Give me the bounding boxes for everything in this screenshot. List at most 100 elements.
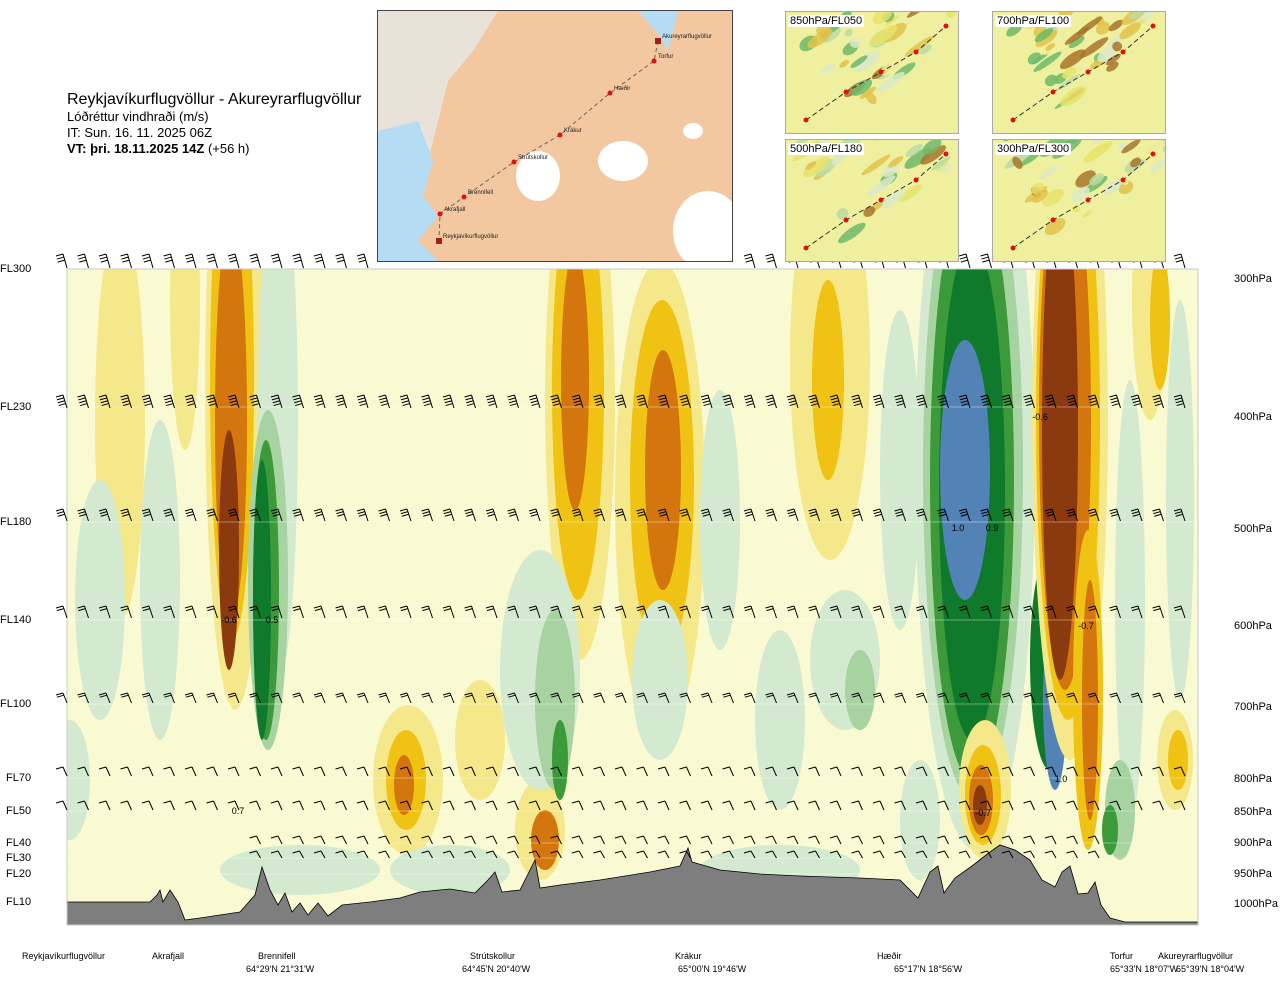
- wind-barb: [571, 850, 584, 859]
- wind-barb: [679, 800, 691, 811]
- inset-waypoint: [943, 151, 949, 157]
- wind-barb: [206, 692, 218, 704]
- wind-barb: [292, 692, 304, 704]
- wind-barb: [528, 850, 541, 859]
- wind-barb: [894, 800, 906, 811]
- wind-barb: [1066, 835, 1078, 845]
- wind-barb: [1130, 692, 1143, 704]
- wind-barb: [249, 508, 261, 522]
- inset-field-patch: [1035, 30, 1058, 47]
- wind-barb: [980, 394, 992, 409]
- inset-field-patch: [1139, 140, 1165, 160]
- wind-barb: [894, 692, 906, 704]
- wind-barb: [227, 800, 240, 811]
- wind-barb: [313, 508, 326, 522]
- wind-barb: [227, 253, 240, 269]
- wind-barb: [937, 800, 949, 811]
- wind-barb: [722, 835, 734, 845]
- inset-field-patch: [1027, 52, 1042, 65]
- wind-barb: [335, 508, 347, 522]
- chart-title-block: Reykjavíkurflugvöllur - Akureyrarflugvöl…: [67, 90, 361, 157]
- wind-barb: [1130, 394, 1143, 409]
- glacier: [683, 123, 703, 139]
- wind-barb: [980, 508, 992, 522]
- wind-barb: [829, 394, 842, 409]
- wind-barb: [184, 394, 197, 409]
- wind-barb: [1087, 850, 1100, 859]
- wind-barb: [679, 605, 691, 619]
- contour-region: [394, 755, 414, 815]
- wind-barb: [184, 253, 197, 269]
- wind-barb: [98, 692, 111, 704]
- inset-field-patch: [865, 91, 877, 105]
- wind-barb: [507, 800, 519, 811]
- wind-barb: [249, 835, 261, 845]
- wind-barb: [1066, 508, 1078, 522]
- contour-region: [390, 845, 510, 895]
- wind-barb: [206, 766, 218, 777]
- inset-waypoint: [1085, 69, 1091, 75]
- wind-barb: [550, 835, 562, 845]
- contour-region: [30, 0, 90, 95]
- inset-field-patch: [946, 12, 957, 19]
- wind-barb: [550, 508, 562, 522]
- wind-barb: [120, 800, 132, 811]
- wind-barb: [120, 508, 132, 522]
- wind-barb: [915, 835, 928, 845]
- inset-map-700[interactable]: 700hPa/FL100: [992, 11, 1166, 134]
- wind-barb: [743, 508, 756, 522]
- pressure-level-label: 600hPa: [1234, 620, 1272, 632]
- pressure-level-label: 300hPa: [1234, 273, 1272, 285]
- wind-barb: [356, 508, 369, 522]
- inset-map-300[interactable]: 300hPa/FL300: [992, 139, 1166, 262]
- wind-barb: [442, 835, 455, 845]
- wind-barb: [227, 692, 240, 704]
- inset-map-850[interactable]: 850hPa/FL050: [785, 11, 959, 134]
- wind-barb: [313, 253, 326, 269]
- contour-region: [973, 785, 987, 825]
- wind-barb: [249, 692, 261, 704]
- wind-barb: [55, 508, 68, 522]
- wind-barb: [851, 835, 863, 845]
- wind-barb: [1109, 394, 1121, 409]
- wind-barb: [442, 692, 455, 704]
- wind-barb: [636, 766, 648, 777]
- wind-barb: [679, 835, 691, 845]
- valid-time: VT: þri. 18.11.2025 14Z (+56 h): [67, 141, 250, 156]
- glacier: [673, 191, 732, 261]
- inset-waypoint: [878, 197, 884, 203]
- wind-barb: [636, 692, 648, 704]
- wind-barb: [894, 508, 906, 522]
- inset-waypoint: [843, 217, 849, 223]
- wind-barb: [980, 766, 992, 777]
- wind-barb: [464, 850, 476, 859]
- lead-time: (+56 h): [207, 141, 250, 156]
- wind-barb: [270, 800, 283, 811]
- inset-field-patch: [1072, 204, 1081, 213]
- location-coordinate: 65°39'N 18°04'W: [1176, 964, 1245, 974]
- contour-region: [1150, 269, 1170, 390]
- wind-barb: [636, 394, 648, 409]
- wind-barb: [206, 800, 218, 811]
- wind-barb: [378, 800, 390, 811]
- inset-field-patch: [881, 192, 906, 210]
- wind-barb: [98, 508, 111, 522]
- wind-barb: [571, 605, 584, 619]
- wind-barb: [851, 800, 863, 811]
- wind-barb: [700, 605, 713, 619]
- wind-barb: [722, 800, 734, 811]
- wind-barb: [614, 850, 627, 859]
- pressure-level-label: 950hPa: [1234, 868, 1272, 880]
- inset-field-patch: [1075, 170, 1096, 188]
- inset-field-patch: [1106, 61, 1119, 72]
- location-coordinate: 65°17'N 18°56'W: [894, 964, 963, 974]
- inset-map-500[interactable]: 500hPa/FL180: [785, 139, 959, 262]
- wind-barb: [1109, 692, 1121, 704]
- wind-barb: [915, 850, 928, 859]
- wind-barb: [485, 800, 498, 811]
- contour-value-label: -0.7: [975, 808, 991, 818]
- wind-barb: [163, 692, 175, 704]
- wind-barb: [1109, 605, 1121, 619]
- wind-barb: [550, 692, 562, 704]
- route-map: Akureyrarflugvöllur Torfur Hæðir Krákur Strú…: [377, 10, 733, 262]
